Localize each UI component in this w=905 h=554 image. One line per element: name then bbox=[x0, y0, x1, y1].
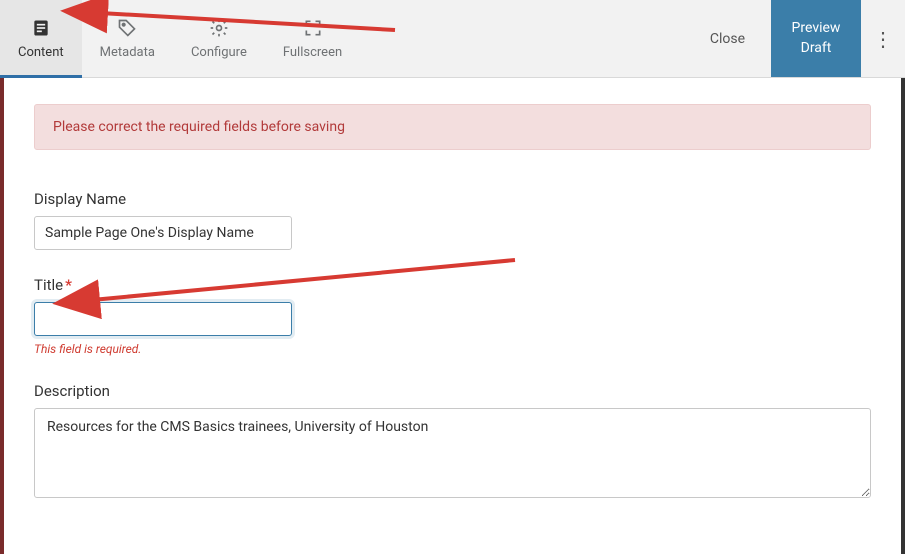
top-toolbar: Content Metadata Configure Fullscreen Cl… bbox=[0, 0, 905, 78]
toolbar-spacer bbox=[360, 0, 684, 77]
title-input[interactable] bbox=[34, 302, 292, 336]
description-label: Description bbox=[34, 382, 871, 400]
title-label-text: Title bbox=[34, 276, 63, 294]
description-group: Description bbox=[34, 382, 871, 502]
more-icon: ⋮ bbox=[873, 27, 893, 51]
tab-label: Metadata bbox=[100, 45, 155, 60]
close-label: Close bbox=[710, 31, 745, 47]
preview-label: Preview Draft bbox=[789, 19, 843, 58]
tab-label: Fullscreen bbox=[283, 45, 342, 60]
tab-label: Content bbox=[18, 45, 64, 60]
display-name-group: Display Name bbox=[34, 190, 871, 250]
content-icon bbox=[31, 17, 51, 39]
preview-draft-button[interactable]: Preview Draft bbox=[771, 0, 861, 77]
display-name-label: Display Name bbox=[34, 190, 871, 208]
required-indicator: * bbox=[65, 276, 72, 294]
validation-alert: Please correct the required fields befor… bbox=[34, 104, 871, 150]
tab-metadata[interactable]: Metadata bbox=[82, 0, 173, 77]
gear-icon bbox=[209, 17, 229, 39]
content-form-area: Please correct the required fields befor… bbox=[0, 78, 905, 554]
display-name-input[interactable] bbox=[34, 216, 292, 250]
tag-icon bbox=[117, 17, 137, 39]
fullscreen-icon bbox=[303, 17, 323, 39]
title-group: Title* This field is required. bbox=[34, 276, 871, 356]
tab-fullscreen[interactable]: Fullscreen bbox=[265, 0, 360, 77]
tab-label: Configure bbox=[191, 45, 247, 60]
more-menu-button[interactable]: ⋮ bbox=[861, 0, 905, 77]
title-error-message: This field is required. bbox=[34, 342, 871, 356]
alert-text: Please correct the required fields befor… bbox=[53, 119, 345, 135]
title-label: Title* bbox=[34, 276, 871, 294]
tab-configure[interactable]: Configure bbox=[173, 0, 265, 77]
unsaved-indicator-dot bbox=[68, 8, 74, 14]
close-button[interactable]: Close bbox=[684, 0, 771, 77]
description-textarea[interactable] bbox=[34, 408, 871, 498]
tab-content[interactable]: Content bbox=[0, 0, 82, 77]
